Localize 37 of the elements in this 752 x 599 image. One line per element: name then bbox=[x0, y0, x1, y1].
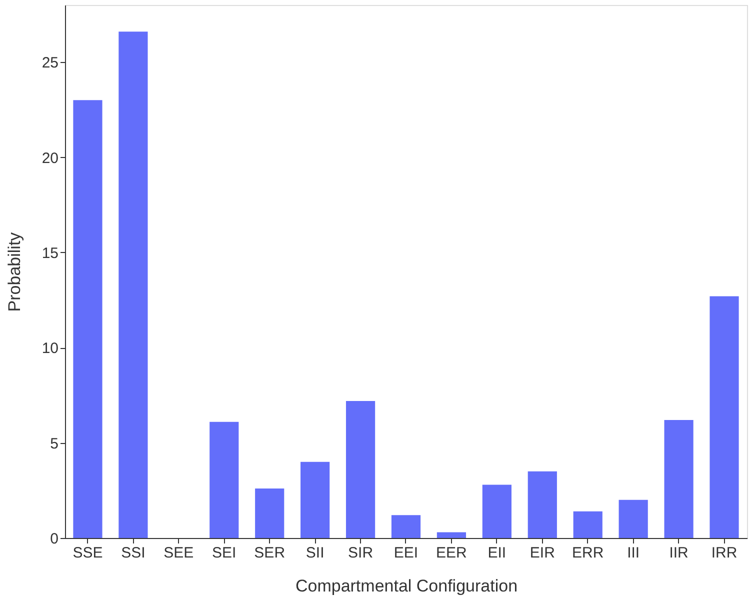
x-tick-label: SSI bbox=[121, 544, 146, 562]
x-tick-label: SSE bbox=[72, 544, 103, 562]
x-axis-title: Compartmental Configuration bbox=[295, 576, 518, 596]
y-tick-label: 20 bbox=[42, 150, 58, 167]
x-tick-label: SEE bbox=[164, 544, 194, 562]
x-tick-label: SIR bbox=[348, 544, 374, 562]
bar bbox=[618, 500, 648, 538]
x-tick-label: IIR bbox=[669, 544, 689, 562]
bar bbox=[118, 32, 148, 538]
x-tick-label: ERR bbox=[572, 544, 604, 562]
x-tick-label: IRR bbox=[711, 544, 738, 562]
x-tick-label: SEI bbox=[212, 544, 236, 562]
bar bbox=[391, 515, 421, 538]
x-tick-label: EEI bbox=[394, 544, 418, 562]
x-tick-label: SER bbox=[254, 544, 286, 562]
bar bbox=[210, 422, 239, 538]
y-tick-label: 15 bbox=[42, 244, 58, 262]
y-tick-label: 25 bbox=[42, 54, 58, 72]
x-tick-label: EIR bbox=[530, 544, 556, 562]
x-tick-label: III bbox=[627, 544, 640, 562]
x-tick-label: EER bbox=[436, 544, 468, 562]
bar bbox=[436, 532, 466, 538]
bar bbox=[528, 471, 557, 538]
y-axis-title: Probability bbox=[4, 232, 24, 312]
bar bbox=[710, 296, 739, 538]
y-tick-label: 0 bbox=[50, 530, 58, 548]
bar bbox=[482, 484, 512, 538]
bar bbox=[300, 462, 330, 538]
x-tick-label: EII bbox=[488, 544, 506, 562]
bar bbox=[573, 511, 602, 538]
bar bbox=[346, 400, 376, 538]
bar bbox=[664, 420, 694, 538]
y-tick-label: 5 bbox=[50, 435, 58, 452]
bar bbox=[73, 100, 102, 538]
bar bbox=[255, 488, 284, 538]
y-tick-label: 10 bbox=[42, 340, 58, 358]
x-tick-label: SII bbox=[306, 544, 324, 562]
